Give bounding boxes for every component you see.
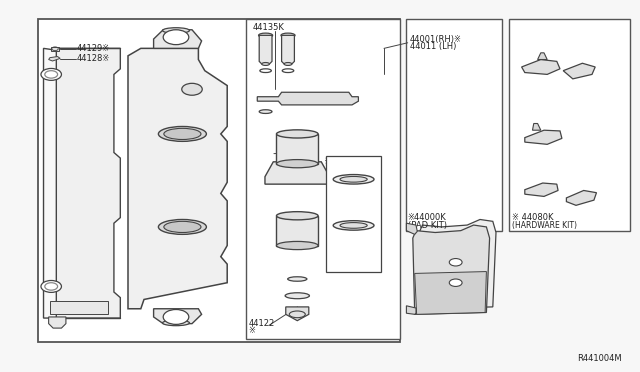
Ellipse shape <box>164 221 201 232</box>
Polygon shape <box>154 30 202 48</box>
Ellipse shape <box>281 33 295 38</box>
Polygon shape <box>419 219 496 309</box>
Circle shape <box>163 30 189 45</box>
Ellipse shape <box>259 110 272 113</box>
Ellipse shape <box>259 33 273 38</box>
Polygon shape <box>282 35 294 64</box>
Polygon shape <box>413 225 490 314</box>
Bar <box>246 19 400 339</box>
Bar <box>509 19 630 231</box>
Polygon shape <box>259 35 272 64</box>
Ellipse shape <box>159 219 207 234</box>
Text: 44011 (LH): 44011 (LH) <box>410 42 456 51</box>
Bar <box>38 19 400 342</box>
Bar <box>406 19 502 231</box>
Ellipse shape <box>164 128 201 140</box>
Bar <box>326 156 381 272</box>
Text: 44135K: 44135K <box>253 23 285 32</box>
Ellipse shape <box>340 176 367 182</box>
Polygon shape <box>563 63 595 79</box>
Polygon shape <box>134 193 221 264</box>
Polygon shape <box>50 301 108 314</box>
Polygon shape <box>128 48 227 309</box>
Polygon shape <box>49 317 66 328</box>
Ellipse shape <box>285 293 310 299</box>
Circle shape <box>41 68 61 80</box>
Ellipse shape <box>288 277 307 281</box>
Text: 44122※: 44122※ <box>275 148 308 157</box>
Polygon shape <box>415 272 486 314</box>
Polygon shape <box>525 130 562 144</box>
Text: ※44000K: ※44000K <box>408 213 447 222</box>
Circle shape <box>182 83 202 95</box>
Circle shape <box>449 259 462 266</box>
Ellipse shape <box>276 130 318 138</box>
Text: (HARDWARE KIT): (HARDWARE KIT) <box>512 221 577 230</box>
Text: 44129※: 44129※ <box>77 44 110 53</box>
Polygon shape <box>49 57 60 61</box>
Ellipse shape <box>163 28 189 33</box>
Text: ※: ※ <box>248 326 255 335</box>
Text: R441004M: R441004M <box>577 354 622 363</box>
Text: 44001(RH)※: 44001(RH)※ <box>410 35 461 44</box>
Ellipse shape <box>276 212 318 220</box>
Polygon shape <box>257 92 358 105</box>
Polygon shape <box>532 124 541 130</box>
Text: ※ 44080K: ※ 44080K <box>512 213 554 222</box>
Polygon shape <box>406 306 416 314</box>
Polygon shape <box>276 134 318 164</box>
Polygon shape <box>285 307 309 321</box>
Text: 44128※: 44128※ <box>77 54 110 63</box>
Polygon shape <box>522 60 560 74</box>
Ellipse shape <box>163 320 189 326</box>
Text: 44122: 44122 <box>248 319 275 328</box>
Circle shape <box>41 280 61 292</box>
Text: 44000L ※: 44000L ※ <box>291 157 332 166</box>
Circle shape <box>449 279 462 286</box>
Circle shape <box>163 310 189 324</box>
Ellipse shape <box>284 62 292 65</box>
Ellipse shape <box>333 174 374 184</box>
Polygon shape <box>276 216 318 246</box>
Polygon shape <box>134 123 221 193</box>
Polygon shape <box>265 162 330 184</box>
Polygon shape <box>51 46 59 51</box>
Polygon shape <box>56 48 120 318</box>
Ellipse shape <box>340 222 367 228</box>
Polygon shape <box>406 223 417 234</box>
Text: (PAD KIT): (PAD KIT) <box>408 221 447 230</box>
Polygon shape <box>525 183 558 196</box>
Polygon shape <box>154 309 202 324</box>
Polygon shape <box>566 190 596 205</box>
Ellipse shape <box>276 241 318 250</box>
Ellipse shape <box>276 160 318 168</box>
Polygon shape <box>44 48 82 318</box>
Ellipse shape <box>262 62 269 65</box>
Ellipse shape <box>159 126 207 141</box>
Ellipse shape <box>333 221 374 230</box>
Polygon shape <box>538 53 547 60</box>
